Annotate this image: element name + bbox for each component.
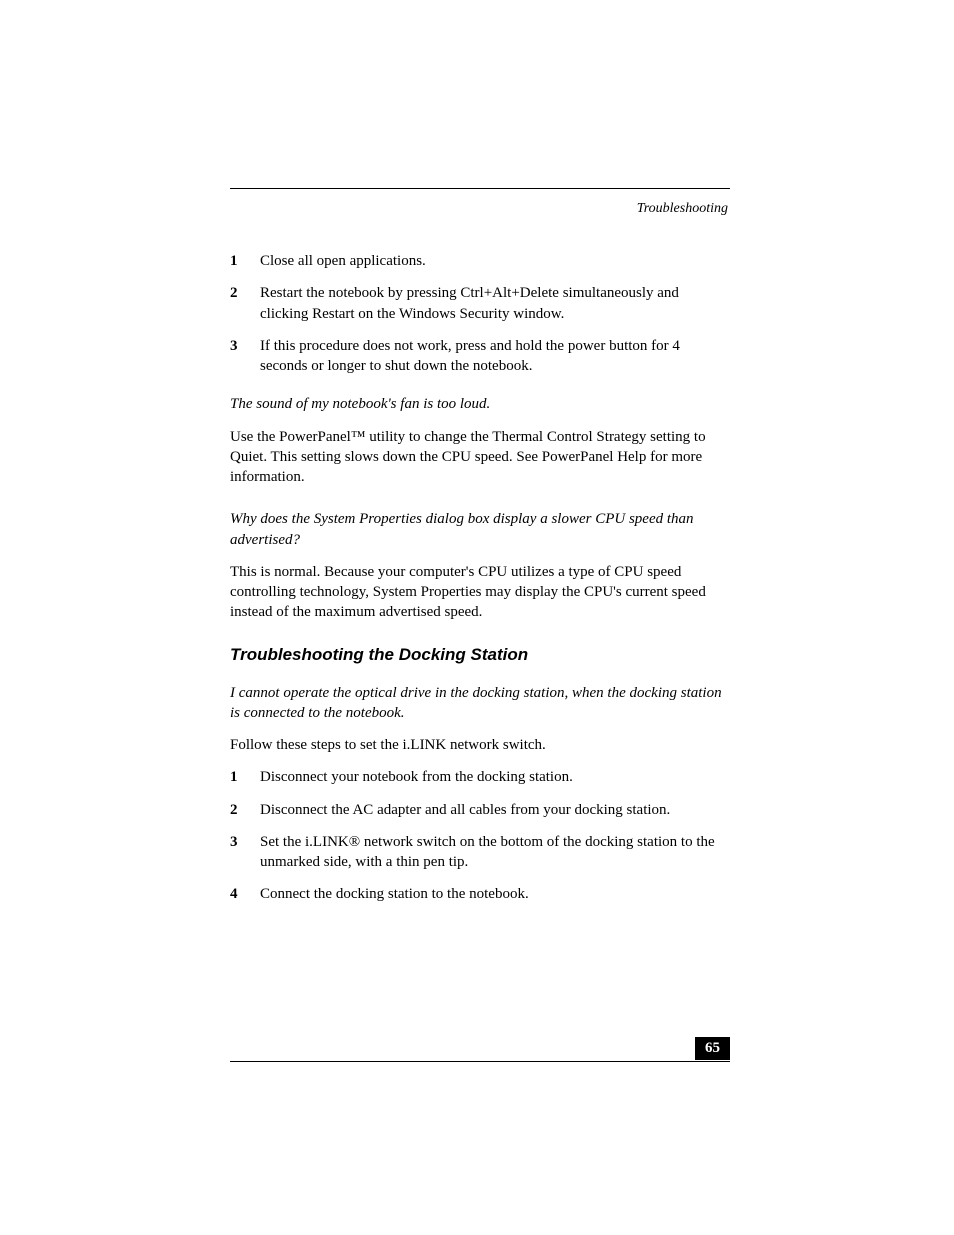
- top-rule: [230, 188, 730, 189]
- item-number: 4: [230, 884, 260, 904]
- list-item: 3 Set the i.LINK® network switch on the …: [230, 832, 730, 873]
- item-text: Disconnect the AC adapter and all cables…: [260, 800, 730, 820]
- list-item: 2 Restart the notebook by pressing Ctrl+…: [230, 283, 730, 324]
- faq-question: Why does the System Properties dialog bo…: [230, 509, 730, 550]
- item-text: If this procedure does not work, press a…: [260, 336, 730, 377]
- item-text: Connect the docking station to the noteb…: [260, 884, 730, 904]
- faq-question: I cannot operate the optical drive in th…: [230, 683, 730, 724]
- list-item: 2 Disconnect the AC adapter and all cabl…: [230, 800, 730, 820]
- bottom-rule: [230, 1061, 730, 1062]
- section-heading: Troubleshooting the Docking Station: [230, 645, 730, 665]
- page-content: Troubleshooting 1 Close all open applica…: [230, 188, 730, 923]
- intro-text: Follow these steps to set the i.LINK net…: [230, 735, 730, 755]
- steps-list-2: 1 Disconnect your notebook from the dock…: [230, 767, 730, 904]
- list-item: 4 Connect the docking station to the not…: [230, 884, 730, 904]
- item-text: Set the i.LINK® network switch on the bo…: [260, 832, 730, 873]
- list-item: 1 Close all open applications.: [230, 251, 730, 271]
- footer: 65: [230, 1061, 730, 1062]
- item-text: Disconnect your notebook from the dockin…: [260, 767, 730, 787]
- page-number: 65: [695, 1037, 730, 1060]
- header-section-label: Troubleshooting: [230, 201, 730, 217]
- faq-answer: Use the PowerPanel™ utility to change th…: [230, 427, 730, 488]
- item-number: 2: [230, 800, 260, 820]
- item-number: 3: [230, 336, 260, 377]
- item-number: 3: [230, 832, 260, 873]
- faq-answer: This is normal. Because your computer's …: [230, 562, 730, 623]
- item-number: 2: [230, 283, 260, 324]
- steps-list-1: 1 Close all open applications. 2 Restart…: [230, 251, 730, 376]
- list-item: 1 Disconnect your notebook from the dock…: [230, 767, 730, 787]
- faq-question: The sound of my notebook's fan is too lo…: [230, 394, 730, 414]
- item-number: 1: [230, 767, 260, 787]
- item-text: Close all open applications.: [260, 251, 730, 271]
- item-number: 1: [230, 251, 260, 271]
- list-item: 3 If this procedure does not work, press…: [230, 336, 730, 377]
- item-text: Restart the notebook by pressing Ctrl+Al…: [260, 283, 730, 324]
